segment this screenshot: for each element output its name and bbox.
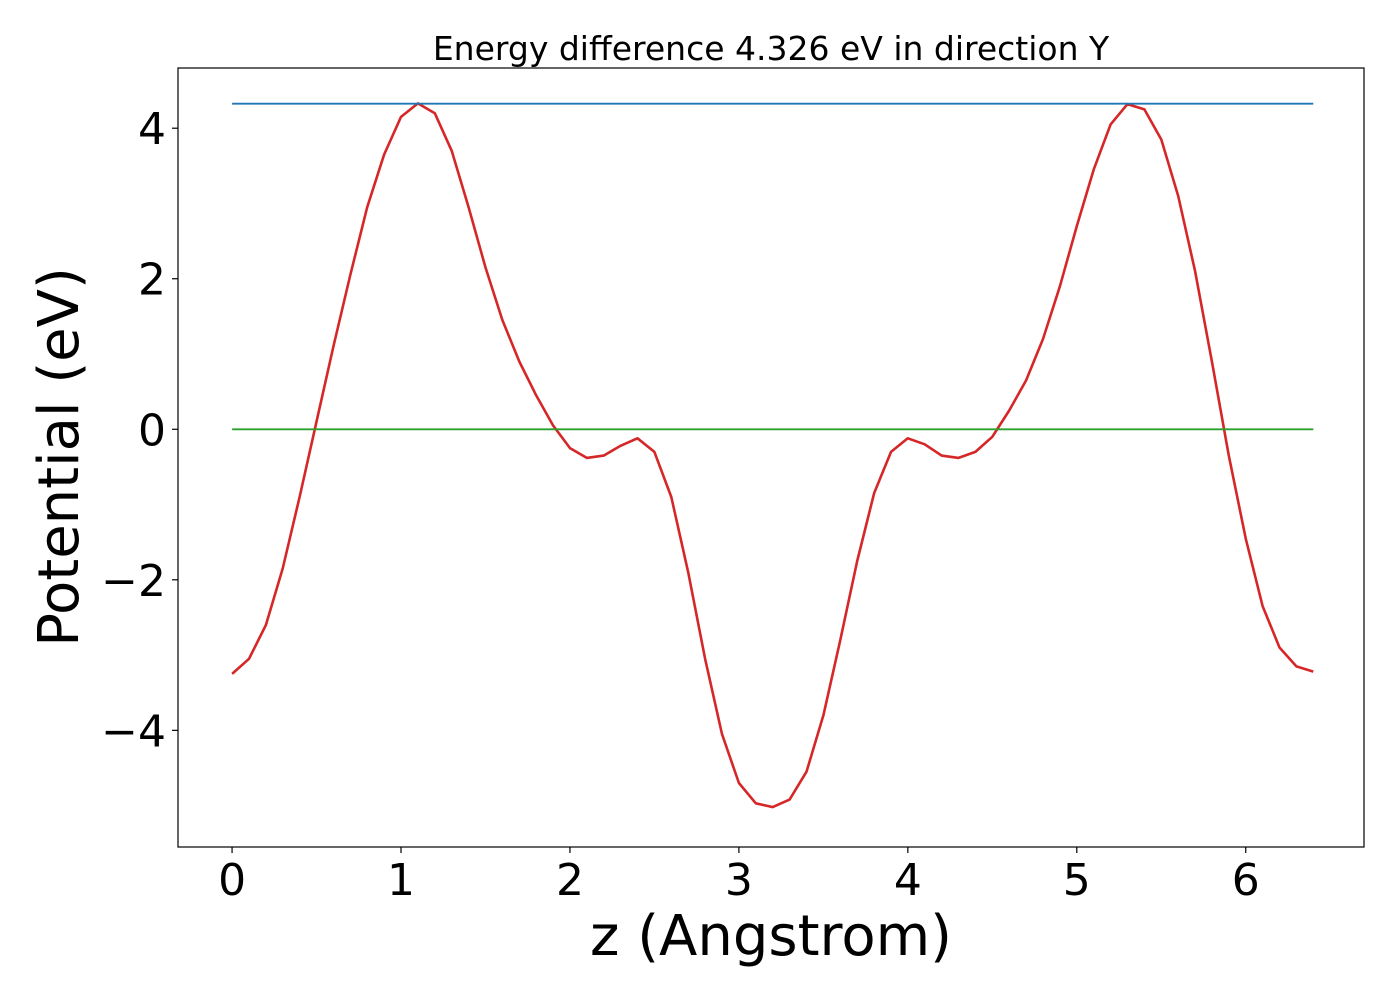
y-tick-label: −2 [101,556,166,607]
x-tick-label: 1 [387,855,415,906]
x-tick-label: 0 [218,855,246,906]
y-tick-label: 4 [138,104,166,155]
x-tick-label: 4 [894,855,922,906]
x-tick-label: 5 [1063,855,1091,906]
series-line-0 [231,102,1314,809]
x-axis: 0 1 2 3 4 5 6 [218,847,1260,906]
x-tick-label: 2 [556,855,584,906]
x-tick-label: 6 [1232,855,1260,906]
y-axis: 4 2 0 −2 −4 [101,104,178,757]
plot-frame [177,67,1365,848]
x-axis-label: z (Angstrom) [590,904,952,969]
y-tick-label: 2 [138,255,166,306]
chart-title: Energy difference 4.326 eV in direction … [433,29,1110,68]
y-tick-label: 0 [138,405,166,456]
y-axis-label: Potential (eV) [27,267,92,647]
y-tick-label: −4 [101,706,166,757]
plot-area [231,102,1314,809]
x-tick-label: 3 [725,855,753,906]
